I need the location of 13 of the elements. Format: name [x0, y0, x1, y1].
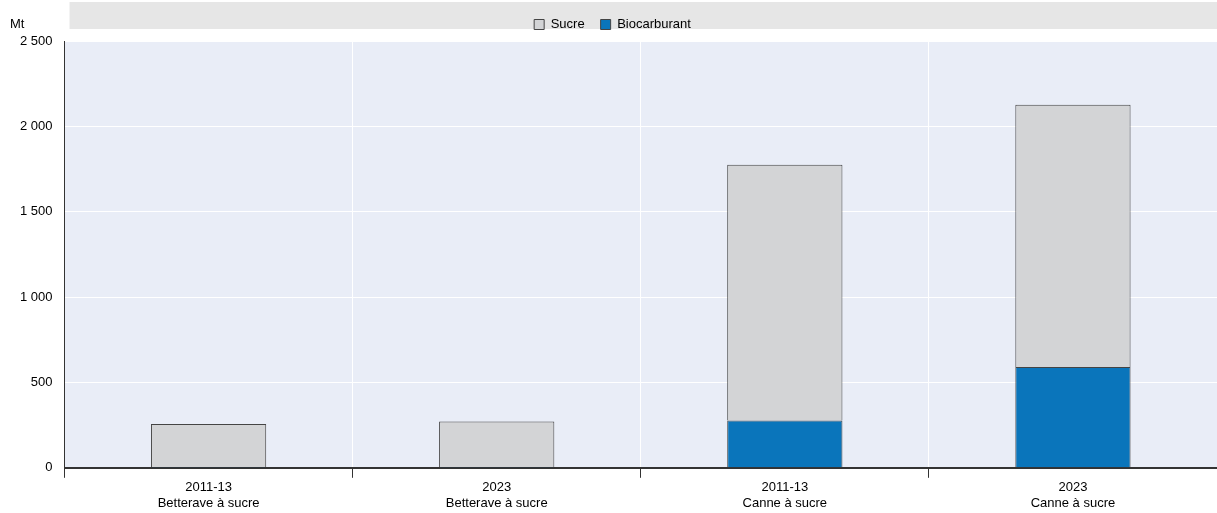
y-tick-label: 500 [30, 374, 53, 390]
legend-label: Biocarburant [617, 16, 692, 32]
y-tick-label: 1 500 [19, 203, 53, 219]
y-axis-title: Mt [10, 16, 25, 32]
x-tick-label: 2023 Canne à sucre [1030, 479, 1116, 510]
y-tick-label: 1 000 [19, 288, 53, 304]
y-tick-label: 2 500 [19, 32, 53, 48]
x-tick-label: 2011-13 Canne à sucre [742, 479, 828, 510]
x-tick-label: 2011-13 Betterave à sucre [157, 479, 260, 510]
y-tick-label: 0 [45, 459, 53, 475]
y-tick-label: 2 000 [19, 117, 53, 133]
legend-label: Sucre [550, 16, 585, 32]
x-tick-label: 2023 Betterave à sucre [445, 479, 548, 510]
